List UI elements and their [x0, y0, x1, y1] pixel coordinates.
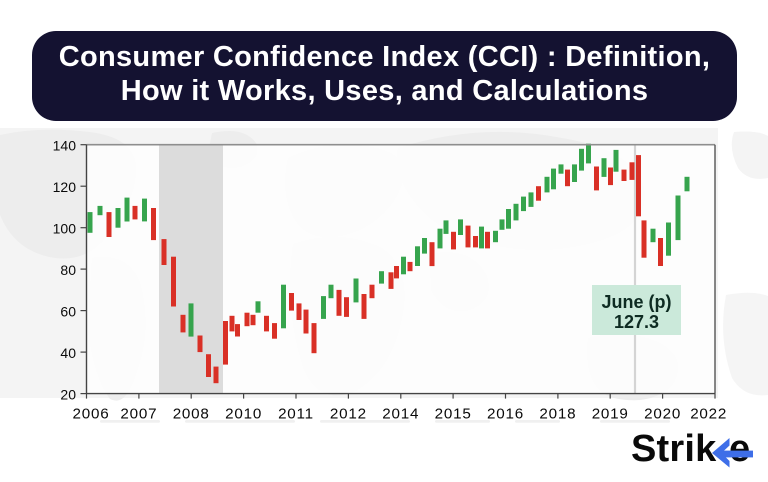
svg-text:20: 20: [60, 387, 76, 403]
svg-text:80: 80: [60, 262, 76, 278]
svg-text:2014: 2014: [382, 406, 419, 423]
svg-text:100: 100: [53, 221, 77, 237]
svg-text:120: 120: [53, 179, 77, 195]
svg-text:60: 60: [60, 304, 76, 320]
svg-text:2020: 2020: [644, 406, 681, 423]
svg-text:2016: 2016: [487, 406, 524, 423]
svg-text:2019: 2019: [592, 406, 629, 423]
svg-text:2007: 2007: [120, 406, 157, 423]
svg-text:2011: 2011: [278, 406, 314, 423]
svg-text:2012: 2012: [330, 406, 367, 423]
svg-text:2008: 2008: [173, 406, 210, 423]
svg-text:2022: 2022: [690, 406, 727, 423]
svg-text:2010: 2010: [225, 406, 262, 423]
svg-text:40: 40: [60, 345, 76, 361]
svg-text:2018: 2018: [539, 406, 576, 423]
svg-text:2006: 2006: [73, 406, 110, 423]
svg-text:2015: 2015: [435, 406, 472, 423]
svg-text:140: 140: [53, 138, 77, 154]
